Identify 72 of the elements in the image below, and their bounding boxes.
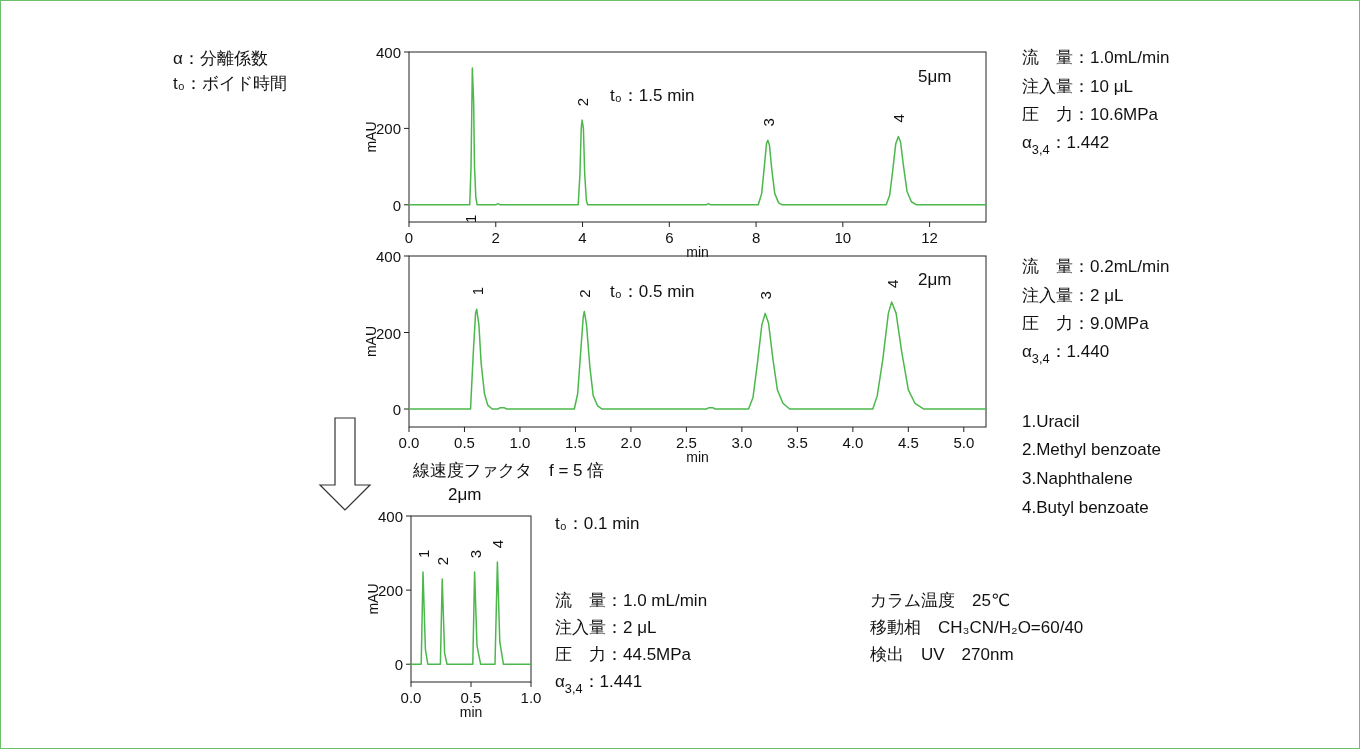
x-tick-label: 0.5 [460, 688, 482, 706]
x-tick-label: 5.0 [953, 433, 975, 451]
x-axis-title: min [459, 704, 483, 720]
annotation: 1 [468, 287, 486, 296]
x-tick-label: 2.0 [620, 433, 642, 451]
x-tick-label: 1.0 [520, 688, 542, 706]
text: 4.Butyl benzoate [1022, 497, 1149, 517]
x-tick-label: 12 [921, 228, 938, 246]
x-axis-title: min [686, 449, 709, 465]
line-series [408, 67, 987, 206]
x-tick-label: 0 [404, 228, 414, 246]
annotation: 5μm [918, 66, 952, 86]
text: α$_{3,4}$：1.441 [555, 671, 643, 696]
text: カラム温度 25℃ [870, 590, 1011, 610]
annotation: 2 [433, 556, 451, 566]
annotation: 4 [883, 279, 901, 289]
annotation: 4 [488, 539, 506, 549]
y-tick-label: 0 [392, 400, 401, 418]
y-tick-label: 400 [375, 247, 401, 265]
y-tick-label: 0 [394, 655, 403, 673]
text: 圧 力：10.6MPa [1022, 104, 1159, 124]
text: 注入量：2 μL [1022, 285, 1124, 305]
x-tick-label: 0.0 [400, 688, 422, 706]
text: 1.Uracil [1022, 411, 1080, 431]
text: α：分離係数 [173, 48, 268, 68]
annotation: 2 [573, 97, 591, 107]
text: 流 量：1.0 mL/min [555, 590, 708, 610]
y-tick-label: 0 [392, 196, 401, 214]
text: 2.Methyl benzoate [1022, 439, 1161, 459]
text: 圧 力：44.5MPa [555, 644, 692, 664]
x-tick-label: 0.5 [454, 433, 475, 451]
x-tick-label: 3.0 [731, 433, 753, 451]
text: 圧 力：9.0MPa [1022, 313, 1150, 333]
annotation: 1 [414, 549, 432, 559]
x-tick-label: 4.0 [842, 433, 864, 451]
x-tick-label: 6 [665, 228, 674, 246]
annotation: 2 [575, 289, 593, 298]
annotation: 3 [466, 549, 484, 559]
x-tick-label: 8 [751, 228, 761, 246]
x-tick-label: 1.0 [509, 433, 531, 451]
annotation: 4 [889, 114, 907, 123]
y-tick-label: 400 [375, 43, 401, 61]
text: 注入量：2 μL [555, 617, 657, 637]
x-axis-title: min [686, 244, 709, 260]
x-tick-label: 3.5 [786, 433, 808, 451]
annotation: 3 [759, 118, 777, 127]
text: 3.Naphthalene [1022, 468, 1133, 488]
x-tick-label: 2.5 [675, 433, 697, 451]
y-tick-label: 400 [377, 507, 403, 525]
x-tick-label: 0.0 [398, 433, 420, 451]
text: 移動相 CH₃CN/H₂O=60/40 [870, 617, 1084, 637]
annotation: t₀：1.5 min [610, 85, 695, 105]
text: 検出 UV 270nm [870, 644, 1014, 664]
annotation: t₀：0.5 min [610, 281, 695, 301]
text: 流 量：1.0mL/min [1022, 47, 1170, 67]
annotation: 2μm [918, 269, 952, 289]
x-tick-label: 4.5 [897, 433, 919, 451]
text: 線速度ファクタ f = 5 倍 [412, 460, 605, 480]
text: 流 量：0.2mL/min [1022, 256, 1170, 276]
x-tick-label: 2 [491, 228, 500, 246]
annotation: 1 [461, 214, 479, 223]
x-tick-label: 10 [834, 228, 852, 246]
text: t₀：ボイド時間 [173, 73, 287, 93]
x-tick-label: 1.5 [565, 433, 586, 451]
annotation: 3 [756, 291, 774, 300]
text: α$_{3,4}$：1.440 [1022, 341, 1110, 366]
text: α$_{3,4}$：1.442 [1022, 132, 1110, 157]
x-tick-label: 4 [578, 228, 587, 246]
text: 注入量：10 μL [1022, 76, 1133, 96]
text: t₀：0.1 min [555, 513, 640, 533]
text: 2μm [448, 484, 482, 504]
line-series [408, 301, 987, 410]
